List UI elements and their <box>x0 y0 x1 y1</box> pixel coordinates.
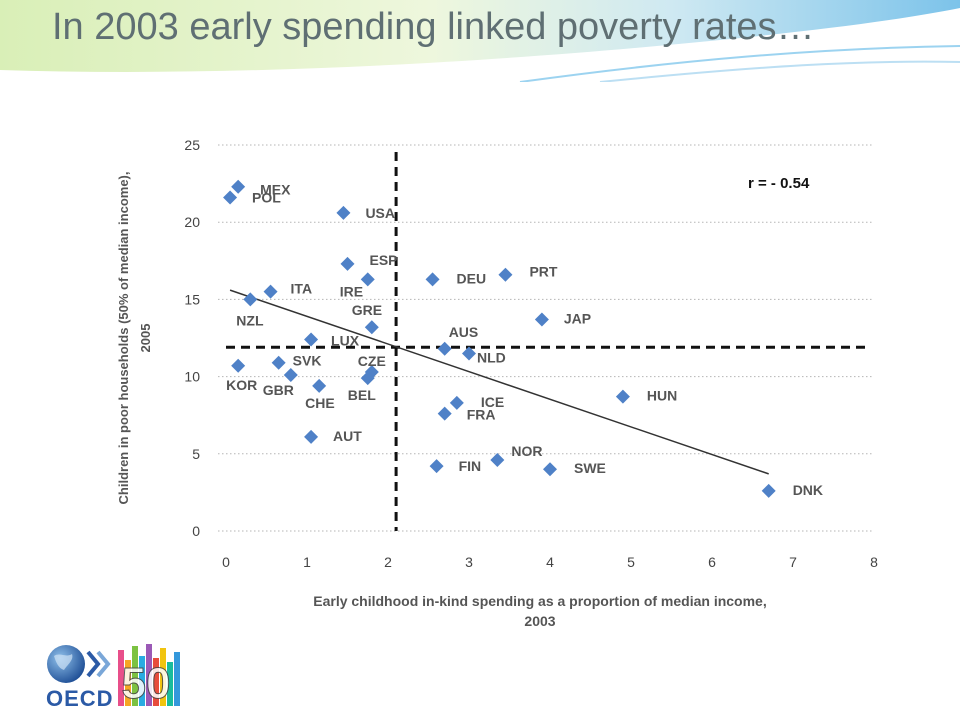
data-label-nor: NOR <box>511 443 542 459</box>
banner-wave-graphic <box>0 0 960 82</box>
data-label-deu: DEU <box>457 270 487 286</box>
data-point-fra <box>437 406 452 421</box>
data-label-aus: AUS <box>449 324 479 340</box>
data-label-jap: JAP <box>564 310 591 326</box>
data-label-pol: POL <box>252 189 281 205</box>
data-label-fra: FRA <box>467 407 496 423</box>
y-tick-label: 0 <box>192 523 200 539</box>
y-tick-label: 15 <box>184 291 200 307</box>
x-tick-label: 5 <box>627 554 635 570</box>
data-label-gbr: GBR <box>263 382 294 398</box>
data-point-deu <box>425 272 440 287</box>
data-point-pol <box>223 190 238 205</box>
x-tick-label: 1 <box>303 554 311 570</box>
data-point-jap <box>534 312 549 327</box>
data-label-lux: LUX <box>331 333 360 349</box>
x-tick-label: 2 <box>384 554 392 570</box>
fifty-bars-graphic <box>118 644 180 706</box>
data-point-ita <box>263 284 278 299</box>
data-label-ita: ITA <box>291 281 313 297</box>
data-point-gre <box>364 320 379 335</box>
y-tick-label: 10 <box>184 369 200 385</box>
reference-lines <box>226 152 868 531</box>
data-point-gbr <box>283 368 298 383</box>
data-label-gre: GRE <box>352 302 382 318</box>
y-tick-label: 20 <box>184 214 200 230</box>
data-point-hun <box>615 389 630 404</box>
x-tick-label: 7 <box>789 554 797 570</box>
data-point-dnk <box>761 483 776 498</box>
data-label-nld: NLD <box>477 349 506 365</box>
x-tick-label: 4 <box>546 554 554 570</box>
data-point-nor <box>490 452 505 467</box>
y-tick-label: 25 <box>184 137 200 153</box>
data-label-hun: HUN <box>647 388 677 404</box>
data-point-aus <box>437 341 452 356</box>
data-point-bel <box>360 371 375 386</box>
correlation-annotation: r = - 0.54 <box>748 175 810 192</box>
data-label-prt: PRT <box>529 264 557 280</box>
data-point-svk <box>271 355 286 370</box>
tick-labels-layer: 0 5 10 15 20 25 0 1 2 3 4 5 6 7 8 <box>184 137 878 570</box>
data-point-aut <box>304 429 319 444</box>
data-label-cze: CZE <box>358 353 386 369</box>
data-label-swe: SWE <box>574 460 606 476</box>
data-label-fin: FIN <box>459 458 482 474</box>
data-point-usa <box>336 205 351 220</box>
logo-number: 50 <box>122 659 171 708</box>
data-point-ire <box>360 272 375 287</box>
data-label-bel: BEL <box>348 387 376 403</box>
x-axis-title: Early childhood in-kind spending as a pr… <box>313 593 766 629</box>
data-label-usa: USA <box>365 205 395 221</box>
data-point-swe <box>543 462 557 477</box>
oecd-50-logo: 50 OECD <box>44 640 194 716</box>
data-point-esp <box>340 256 355 271</box>
x-tick-label: 6 <box>708 554 716 570</box>
x-axis-title-line-2: 2003 <box>524 613 555 629</box>
data-label-che: CHE <box>305 395 335 411</box>
y-axis-title-line-2: 2005 <box>138 324 153 353</box>
data-point-mex <box>231 179 246 194</box>
x-tick-label: 0 <box>222 554 230 570</box>
data-label-ire: IRE <box>340 283 363 299</box>
x-axis-title-line-1: Early childhood in-kind spending as a pr… <box>313 593 766 609</box>
grid-layer <box>218 144 874 532</box>
data-label-mex: MEX <box>260 182 291 198</box>
x-tick-label: 8 <box>870 554 878 570</box>
data-point-prt <box>498 267 513 282</box>
data-point-nzl <box>243 292 258 307</box>
data-label-dnk: DNK <box>793 482 823 498</box>
data-point-fin <box>429 459 444 474</box>
data-point-ice <box>449 395 464 410</box>
data-point-nld <box>462 346 476 361</box>
title-banner: In 2003 early spending linked poverty ra… <box>0 0 960 82</box>
data-point-kor <box>231 358 246 373</box>
y-axis-title-line-1: Children in poor households (50% of medi… <box>116 172 131 505</box>
y-axis-title: Children in poor households (50% of medi… <box>116 172 153 505</box>
data-label-esp: ESP <box>370 252 398 268</box>
x-tick-label: 3 <box>465 554 473 570</box>
data-point-lux <box>304 332 319 347</box>
trendline <box>229 289 769 475</box>
data-label-aut: AUT <box>333 428 362 444</box>
slide-title: In 2003 early spending linked poverty ra… <box>52 6 815 48</box>
data-label-ice: ICE <box>481 394 504 410</box>
data-label-svk: SVK <box>293 353 322 369</box>
data-point-che <box>312 378 327 393</box>
y-tick-label: 5 <box>192 446 200 462</box>
oecd-globe-icon: 50 <box>47 644 180 709</box>
data-label-kor: KOR <box>226 377 257 393</box>
oecd-wordmark: OECD <box>46 686 114 711</box>
data-label-nzl: NZL <box>236 312 264 328</box>
trendline-layer <box>229 289 769 475</box>
